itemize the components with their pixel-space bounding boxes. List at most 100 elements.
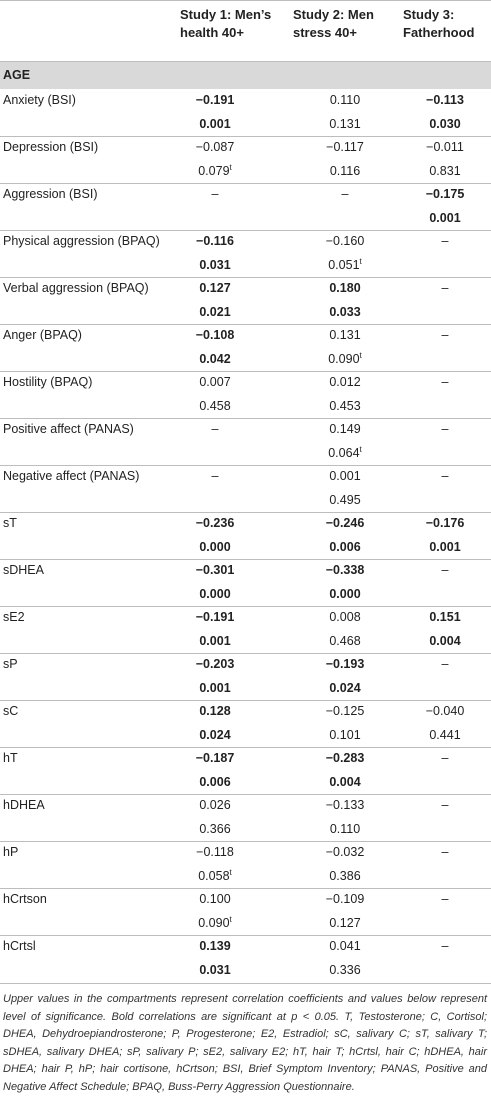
coefficient: −0.011 xyxy=(426,140,464,154)
coefficient: 0.139 xyxy=(199,939,231,953)
p-value: 0.000 xyxy=(329,586,361,601)
coefficient: 0.007 xyxy=(199,375,231,389)
row-rule xyxy=(0,277,491,278)
p-value-mark: t xyxy=(229,162,232,172)
row-rule xyxy=(0,841,491,842)
coefficient: – xyxy=(441,469,449,483)
coefficient: −0.191 xyxy=(195,610,235,624)
p-value: 0.006 xyxy=(329,539,361,554)
p-value: 0.021 xyxy=(199,304,231,319)
p-value: 0.116 xyxy=(329,163,361,178)
row-rule xyxy=(0,465,491,466)
p-value: 0.079t xyxy=(165,160,265,183)
coefficient: 0.012 xyxy=(329,375,361,389)
row-label: hT xyxy=(3,751,18,765)
row-rule xyxy=(0,747,491,748)
row-label: hCrtson xyxy=(3,892,47,906)
coefficient: 0.100 xyxy=(199,892,231,906)
row-rule xyxy=(0,700,491,701)
p-value: 0.110 xyxy=(329,821,361,836)
row-rule xyxy=(0,888,491,889)
row-label: sC xyxy=(3,704,19,718)
column-header: Study 2: Men stress 40+ xyxy=(293,7,374,40)
coefficient: – xyxy=(441,751,449,765)
p-value: 0.366 xyxy=(199,821,231,836)
coefficient: −0.301 xyxy=(195,563,235,577)
p-value: 0.131 xyxy=(329,116,361,131)
coefficient: – xyxy=(341,187,349,201)
p-value: 0.001 xyxy=(199,633,231,648)
coefficient: – xyxy=(441,845,449,859)
p-value: 0.006 xyxy=(199,774,231,789)
footnote: Upper values in the compartments represe… xyxy=(3,993,487,1093)
row-label: Hostility (BPAQ) xyxy=(3,375,93,389)
coefficient: −0.236 xyxy=(195,516,235,530)
p-value: 0.000 xyxy=(199,586,231,601)
row-rule xyxy=(0,136,491,137)
coefficient: 0.127 xyxy=(199,281,231,295)
coefficient: −0.040 xyxy=(425,704,465,718)
coefficient: −0.108 xyxy=(195,328,235,342)
coefficient: – xyxy=(211,422,219,436)
coefficient: −0.187 xyxy=(195,751,235,765)
coefficient: – xyxy=(441,422,449,436)
coefficient: – xyxy=(441,939,449,953)
row-rule xyxy=(0,653,491,654)
row-label: hCrtsl xyxy=(3,939,36,953)
p-value: 0.336 xyxy=(329,962,361,977)
coefficient: 0.026 xyxy=(199,798,231,812)
coefficient: −0.117 xyxy=(326,140,364,154)
coefficient: – xyxy=(441,798,449,812)
row-label: hP xyxy=(3,845,19,859)
column-header: Study 3: Fatherhood xyxy=(403,7,475,40)
coefficient: – xyxy=(441,563,449,577)
coefficient: −0.113 xyxy=(426,93,464,107)
coefficient: – xyxy=(441,328,449,342)
coefficient: – xyxy=(441,281,449,295)
coefficient: – xyxy=(441,892,449,906)
coefficient: – xyxy=(211,187,219,201)
p-value: 0.831 xyxy=(429,163,461,178)
row-rule xyxy=(0,606,491,607)
coefficient: −0.193 xyxy=(325,657,365,671)
p-value: 0.001 xyxy=(199,116,231,131)
p-value-text: 0.051 xyxy=(328,257,360,272)
row-label: sDHEA xyxy=(3,563,44,577)
p-value: 0.042 xyxy=(199,351,231,366)
coefficient: −0.283 xyxy=(325,751,365,765)
p-value-text: 0.058 xyxy=(198,868,230,883)
coefficient: 0.131 xyxy=(329,328,361,342)
coefficient: 0.008 xyxy=(329,610,361,624)
row-rule xyxy=(0,183,491,184)
row-rule xyxy=(0,559,491,560)
p-value: 0.024 xyxy=(329,680,361,695)
p-value: 0.001 xyxy=(199,680,231,695)
p-value: 0.458 xyxy=(199,398,231,413)
section-label: AGE xyxy=(3,68,31,82)
coefficient: −0.191 xyxy=(195,93,235,107)
p-value: 0.101 xyxy=(329,727,361,742)
p-value: 0.064t xyxy=(295,442,395,465)
p-value: 0.004 xyxy=(329,774,361,789)
p-value: 0.004 xyxy=(429,633,461,648)
p-value: 0.441 xyxy=(429,727,461,742)
coefficient: −0.338 xyxy=(325,563,365,577)
coefficient: 0.128 xyxy=(199,704,231,718)
p-value: 0.024 xyxy=(199,727,231,742)
row-label: Physical aggression (BPAQ) xyxy=(3,234,160,248)
row-label: Negative affect (PANAS) xyxy=(3,469,140,483)
p-value: 0.386 xyxy=(329,868,361,883)
p-value: 0.051t xyxy=(295,254,395,277)
p-value-mark: t xyxy=(359,350,362,360)
row-label: hDHEA xyxy=(3,798,45,812)
row-rule xyxy=(0,230,491,231)
row-label: sT xyxy=(3,516,17,530)
coefficient: 0.149 xyxy=(329,422,361,436)
p-value: 0.001 xyxy=(429,539,461,554)
row-rule xyxy=(0,935,491,936)
p-value-mark: t xyxy=(229,867,232,877)
coefficient: 0.041 xyxy=(329,939,361,953)
p-value: 0.090t xyxy=(295,348,395,371)
top-rule xyxy=(0,0,491,1)
